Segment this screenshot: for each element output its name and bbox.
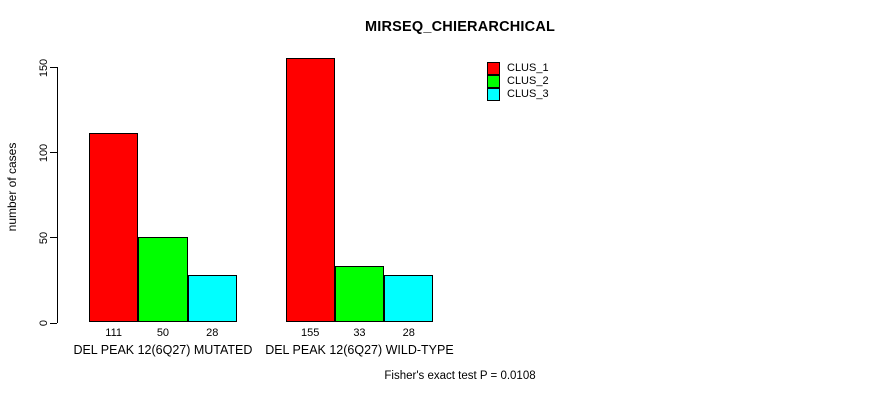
bar-value-label: 50 [156, 327, 170, 339]
y-tick-label-50: 50 [38, 231, 50, 244]
y-tick-mark-100 [50, 152, 57, 154]
y-axis-title: number of cases [5, 142, 19, 232]
y-axis-line [57, 67, 58, 324]
y-tick-mark-50 [50, 237, 57, 239]
bar-clus-1-del-peak-12-6q27-wild-type [285, 58, 335, 323]
legend-label-clus-3: CLUS_3 [507, 87, 549, 100]
legend-label-clus-2: CLUS_2 [507, 74, 549, 87]
y-tick-label-0: 0 [38, 319, 50, 327]
bar-clus-3-del-peak-12-6q27-wild-type [384, 274, 434, 323]
bar-value-label: 28 [402, 327, 415, 339]
bar-clus-1-del-peak-12-6q27-mutated [89, 133, 139, 323]
fisher-test-annotation: Fisher's exact test P = 0.0108 [384, 370, 536, 382]
bar-value-label: 111 [105, 327, 123, 339]
legend-swatch-clus-1 [487, 62, 500, 75]
chart-title: MIRSEQ_CHIERARCHICAL [364, 19, 556, 35]
y-tick-mark-0 [50, 322, 57, 324]
bar-clus-2-del-peak-12-6q27-wild-type [334, 266, 385, 323]
bar-clus-3-del-peak-12-6q27-mutated [187, 274, 237, 323]
bar-value-label: 28 [206, 327, 219, 339]
bar-value-label: 155 [300, 327, 320, 339]
y-tick-label-100: 100 [38, 143, 50, 162]
legend-swatch-clus-2 [487, 74, 500, 88]
y-tick-label-150: 150 [38, 58, 50, 77]
legend-label-clus-1: CLUS_1 [507, 62, 549, 74]
bar-clus-2-del-peak-12-6q27-mutated [138, 237, 188, 323]
category-label-del-peak-12-6q27-wild-type: DEL PEAK 12(6Q27) WILD-TYPE [265, 343, 454, 357]
y-tick-mark-150 [50, 67, 57, 68]
category-label-del-peak-12-6q27-mutated: DEL PEAK 12(6Q27) MUTATED [73, 343, 253, 357]
bar-value-label: 33 [353, 327, 366, 339]
legend-swatch-clus-3 [487, 87, 500, 101]
